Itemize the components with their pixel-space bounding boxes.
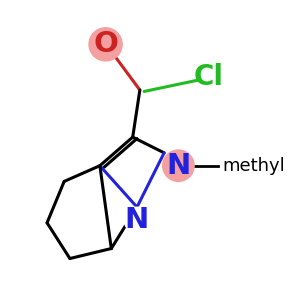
Text: Cl: Cl <box>194 63 224 91</box>
Text: O: O <box>93 30 118 58</box>
Circle shape <box>89 28 122 61</box>
Circle shape <box>163 150 194 182</box>
Text: methyl: methyl <box>223 157 285 175</box>
Text: N: N <box>166 152 190 180</box>
Text: N: N <box>125 206 149 234</box>
Circle shape <box>124 207 150 233</box>
